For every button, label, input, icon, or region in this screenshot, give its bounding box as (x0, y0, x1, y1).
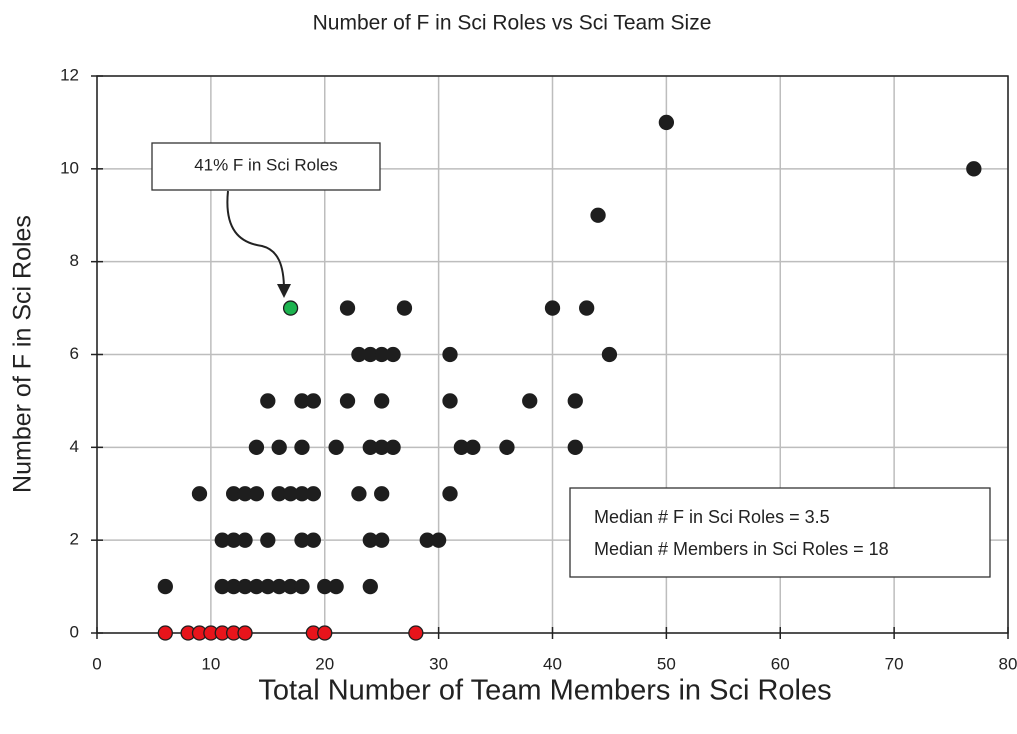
point (317, 625, 333, 641)
point (374, 532, 390, 548)
point (590, 207, 606, 223)
chart-title: Number of F in Sci Roles vs Sci Team Siz… (313, 12, 712, 35)
annotation-arrow (226, 190, 285, 291)
point (567, 439, 583, 455)
point (385, 346, 401, 363)
point (465, 439, 481, 455)
point (191, 486, 208, 502)
point (601, 346, 618, 363)
point (248, 439, 265, 455)
y-tick-label: 4 (70, 437, 79, 456)
point (374, 486, 390, 502)
x-tick-label: 80 (999, 654, 1017, 673)
x-tick-label: 0 (92, 654, 101, 673)
point (339, 300, 356, 316)
point (248, 486, 265, 502)
point (442, 346, 458, 363)
point (305, 486, 322, 502)
y-tick-label: 6 (70, 344, 79, 363)
x-tick-label: 10 (201, 654, 220, 673)
point (374, 393, 390, 409)
point (305, 393, 322, 409)
point (567, 393, 583, 409)
annotation: Median # F in Sci Roles = 3.5 (594, 507, 830, 527)
arrow-head (277, 284, 291, 298)
median-box (569, 487, 991, 578)
point (362, 578, 378, 595)
x-tick-label: 20 (315, 654, 334, 673)
point (328, 578, 344, 595)
point (579, 300, 595, 316)
point (339, 393, 356, 409)
annotation-box (151, 142, 381, 191)
point (351, 486, 367, 502)
points (157, 114, 982, 641)
y-tick-label: 10 (60, 158, 79, 177)
point (328, 439, 344, 455)
point (430, 532, 447, 548)
point (305, 532, 322, 548)
x-tick-label: 60 (771, 654, 790, 673)
annotation: Median # Members in Sci Roles = 18 (594, 539, 889, 559)
x-tick-label: 40 (543, 654, 562, 673)
point (442, 486, 458, 502)
point (294, 578, 310, 595)
ticks: 0 10 20 30 40 50 60 70 80 0 2 4 6 8 10 12 (60, 65, 1017, 673)
point (282, 300, 299, 316)
x-axis-label: Total Number of Team Members in Sci Role… (258, 675, 831, 707)
y-axis-label: Number of F in Sci Roles (9, 215, 37, 493)
annotation: 41% F in Sci Roles (194, 155, 338, 174)
point (442, 393, 458, 409)
point (396, 300, 413, 316)
point (157, 625, 173, 641)
point (499, 439, 515, 455)
x-tick-label: 50 (657, 654, 676, 673)
point (237, 625, 253, 641)
y-tick-label: 8 (70, 251, 79, 270)
point (522, 393, 538, 409)
point (237, 532, 253, 548)
point (544, 300, 561, 316)
x-tick-label: 30 (429, 654, 448, 673)
point (294, 439, 310, 455)
y-tick-label: 12 (60, 65, 79, 84)
point (408, 625, 424, 641)
point (658, 114, 675, 131)
point (157, 578, 173, 595)
point (271, 439, 287, 455)
point (260, 393, 276, 409)
y-tick-label: 0 (70, 622, 79, 641)
x-tick-label: 70 (885, 654, 904, 673)
y-tick-label: 2 (70, 530, 79, 549)
point (966, 161, 982, 177)
point (385, 439, 401, 455)
point (260, 532, 276, 548)
